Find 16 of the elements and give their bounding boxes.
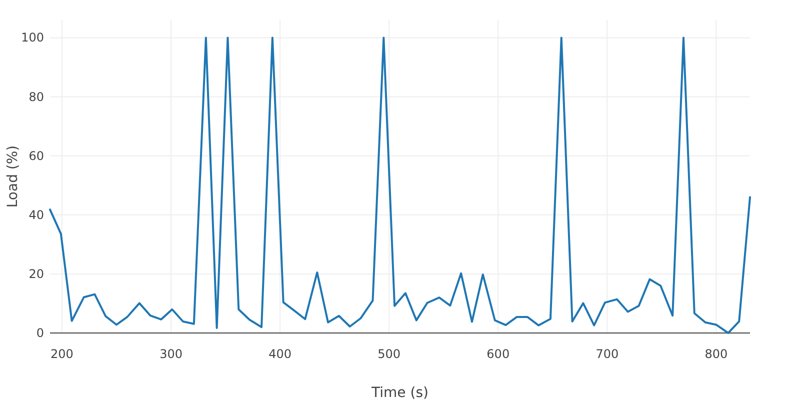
x-tick-label: 600 xyxy=(486,347,510,361)
y-tick-label: 20 xyxy=(28,266,44,281)
x-tick-label: 200 xyxy=(50,347,74,361)
line-series xyxy=(49,36,751,334)
y-tick-label: 80 xyxy=(28,90,44,104)
x-tick-label: 800 xyxy=(704,347,728,361)
x-axis-title: Time (s) xyxy=(370,385,428,400)
y-axis-title: Load (%) xyxy=(5,145,21,208)
y-tick-label: 60 xyxy=(28,148,44,163)
y-tick-label: 0 xyxy=(36,326,44,340)
x-tick-label: 400 xyxy=(268,347,292,361)
x-tick-label: 500 xyxy=(378,347,401,361)
x-tick-label: 300 xyxy=(160,347,182,361)
x-tick-label: 700 xyxy=(596,347,619,361)
y-tick-label: 100 xyxy=(21,30,44,45)
y-tick-label: 40 xyxy=(28,208,44,222)
